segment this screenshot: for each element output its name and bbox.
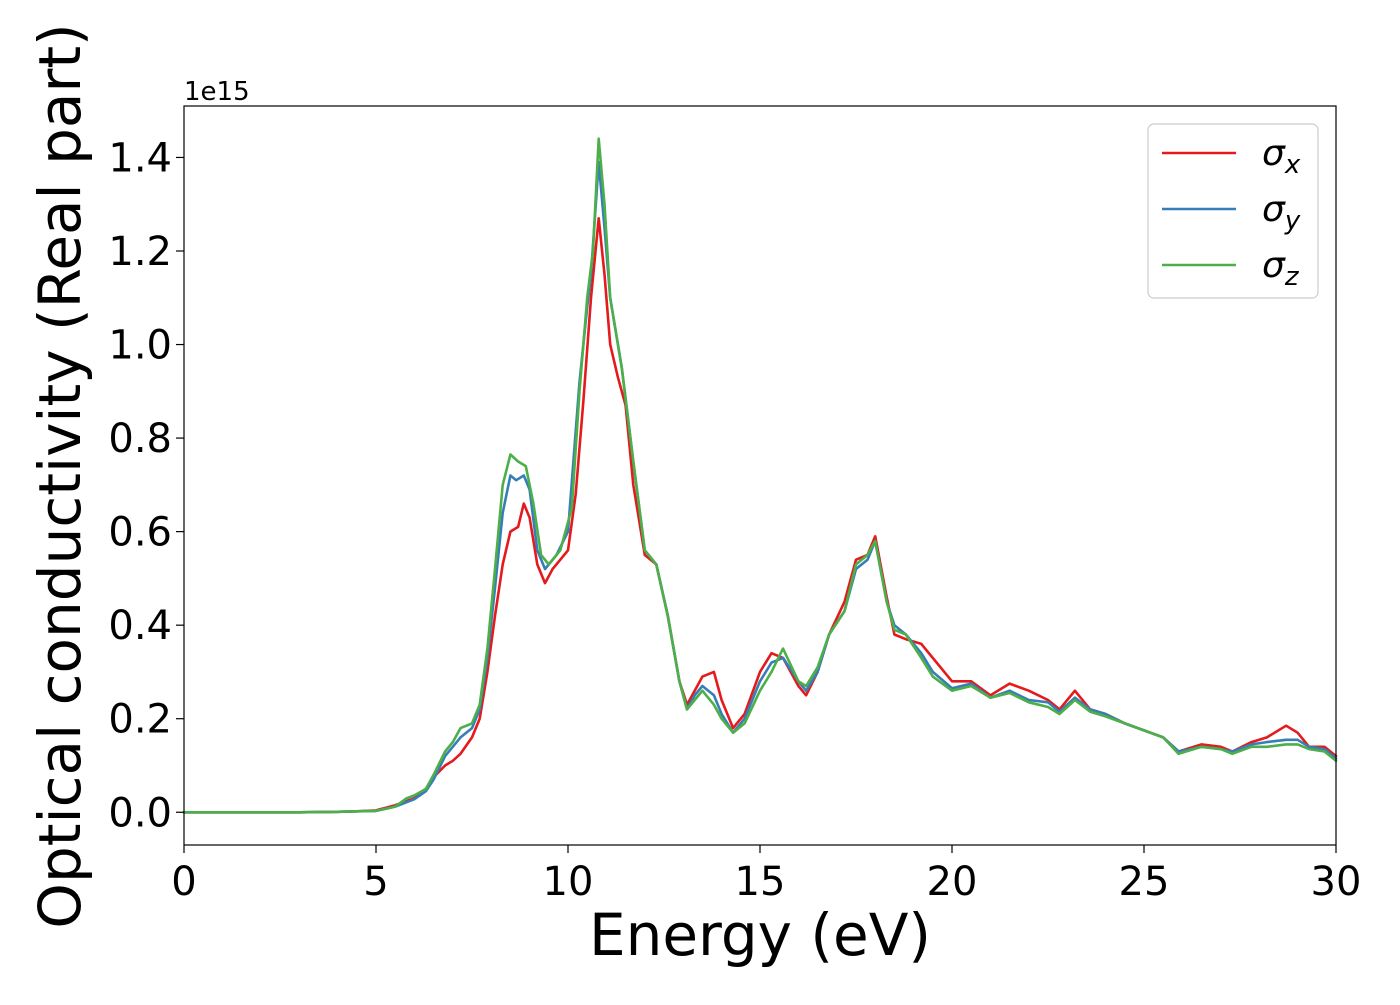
x-tick-label: 30 [1311, 859, 1362, 905]
x-tick-label: 15 [735, 859, 786, 905]
y-axis-label: Optical conductivity (Real part) [26, 23, 94, 928]
series-line-y [182, 160, 1338, 814]
x-tick-label: 25 [1119, 859, 1170, 905]
y-tick-label: 0.4 [108, 603, 172, 649]
y-tick-label: 1.2 [108, 229, 172, 275]
x-tick-label: 0 [171, 859, 196, 905]
x-tick-label: 20 [927, 859, 978, 905]
x-axis-label: Energy (eV) [589, 901, 931, 969]
y-tick-label: 0.6 [108, 510, 172, 556]
y-axis: 0.0 0.2 0.4 0.6 0.8 1.0 1.2 1.4 [108, 135, 184, 836]
x-tick-label: 10 [543, 859, 594, 905]
y-offset-label: 1e15 [184, 77, 250, 107]
y-tick-label: 1.4 [108, 135, 172, 181]
y-tick-label: 0.2 [108, 697, 172, 743]
legend-label-y: σy [1262, 189, 1301, 236]
x-tick-label: 5 [363, 859, 388, 905]
series-layer [182, 137, 1338, 814]
x-axis: 0 5 10 15 20 25 30 [171, 845, 1361, 905]
y-tick-label: 0.8 [108, 416, 172, 462]
series-line-z [182, 137, 1338, 814]
y-tick-label: 0.0 [108, 790, 172, 836]
legend-box [1147, 123, 1319, 299]
y-tick-label: 1.0 [108, 323, 172, 369]
plot-background [184, 106, 1336, 845]
